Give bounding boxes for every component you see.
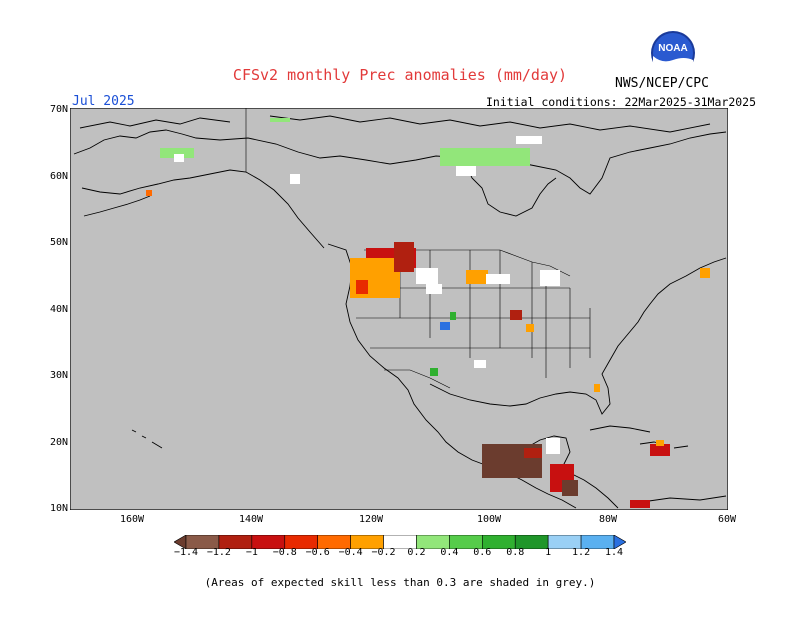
lat-label-60n: 60N [49,171,68,182]
lon-label-120w: 120W [358,514,384,525]
lat-label-10n: 10N [49,503,68,514]
colorbar-tick-label: −1 [245,547,258,558]
colorbar-tick-label: −0.8 [272,547,297,558]
colorbar-tick-label: −1.2 [206,547,231,558]
colorbar-tick-label: 0.6 [473,547,492,558]
coastlines [73,115,727,509]
lat-label-40n: 40N [49,304,68,315]
lon-label-60w: 60W [717,514,737,525]
colorbar-tick-label: −0.4 [338,547,363,558]
map-title: CFSv2 monthly Prec anomalies (mm/day) [232,66,568,84]
colorbar-tick-label: 1 [545,547,552,558]
lon-label-140w: 140W [238,514,264,525]
colorbar-tick-label: −0.6 [305,547,330,558]
noaa-logo: NOAA [650,30,696,82]
skill-note: (Areas of expected skill less than 0.3 a… [204,576,596,589]
colorbar-tick-label: 0.4 [440,547,459,558]
colorbar [173,534,627,553]
map-background [69,107,729,511]
forecast-month: Jul 2025 [72,94,135,109]
colorbar-tick-label: 1.2 [572,547,591,558]
lat-label-30n: 30N [49,370,68,381]
colorbar-tick-label: −0.2 [371,547,396,558]
lat-label-50n: 50N [49,237,68,248]
colorbar-tick-label: −1.4 [173,547,199,558]
lat-label-70n: 70N [49,104,68,115]
map-panel [69,107,729,514]
colorbar-tick-label: 0.8 [506,547,525,558]
anomaly-patches [146,118,710,508]
lon-label-80w: 80W [598,514,618,525]
colorbar-tick-label: 1.4 [604,547,624,558]
lon-label-160w: 160W [119,514,145,525]
colorbar-tick-label: 0.2 [407,547,426,558]
lon-label-100w: 100W [476,514,502,525]
colorbar-bin [613,534,627,550]
lat-label-20n: 20N [49,437,68,448]
initial-conditions: Initial conditions: 22Mar2025-31Mar2025 [486,95,757,109]
noaa-logo-text: NOAA [658,43,687,54]
agency-label: NWS/NCEP/CPC [615,76,709,91]
